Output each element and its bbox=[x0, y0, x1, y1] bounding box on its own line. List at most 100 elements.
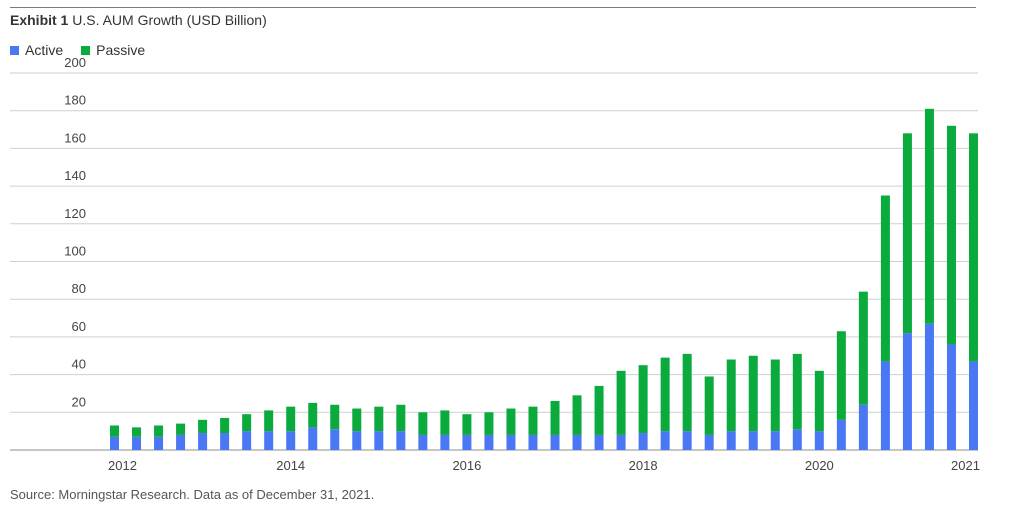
bar-passive bbox=[770, 359, 780, 432]
y-tick-label: 60 bbox=[72, 319, 86, 334]
bar-passive bbox=[594, 385, 604, 435]
legend-item-active: Active bbox=[10, 42, 63, 58]
bar-active bbox=[836, 419, 846, 450]
bar-passive bbox=[308, 402, 318, 428]
legend-label-active: Active bbox=[25, 42, 64, 58]
legend-swatch-active bbox=[10, 45, 19, 55]
bar-passive bbox=[132, 427, 142, 437]
bar-passive bbox=[264, 410, 274, 432]
bar-passive bbox=[638, 365, 648, 434]
bar-active bbox=[506, 434, 516, 450]
bar-passive bbox=[198, 419, 208, 434]
bar-passive bbox=[506, 408, 516, 435]
bar-active bbox=[616, 434, 626, 450]
bar-active bbox=[550, 434, 560, 450]
y-tick-label: 20 bbox=[72, 394, 86, 409]
bar-active bbox=[682, 431, 692, 450]
bar-active bbox=[858, 404, 868, 450]
bar-passive bbox=[352, 408, 362, 432]
bar-active bbox=[286, 431, 296, 450]
bar-passive bbox=[220, 417, 230, 434]
bar-passive bbox=[792, 353, 802, 430]
y-tick-label: 140 bbox=[64, 168, 86, 183]
x-tick-label: 2020 bbox=[805, 458, 834, 473]
bar-passive bbox=[176, 423, 186, 435]
bar-active bbox=[198, 433, 208, 450]
bar-active bbox=[264, 431, 274, 450]
y-tick-label: 120 bbox=[64, 206, 86, 221]
bar-active bbox=[352, 431, 362, 450]
bar-active bbox=[770, 431, 780, 450]
bar-active bbox=[462, 434, 472, 450]
y-tick-label: 80 bbox=[72, 281, 86, 296]
bar-active bbox=[946, 344, 956, 450]
bar-active bbox=[484, 434, 494, 450]
bar-active bbox=[572, 434, 582, 450]
bar-passive bbox=[550, 400, 560, 435]
chart-title: Exhibit 1 U.S. AUM Growth (USD Billion) bbox=[10, 12, 267, 28]
bar-active bbox=[660, 431, 670, 450]
bar-passive bbox=[242, 414, 252, 432]
bar-passive bbox=[748, 355, 758, 432]
bar-passive bbox=[440, 410, 450, 435]
bar-active bbox=[154, 436, 164, 450]
x-tick-label: 2016 bbox=[452, 458, 481, 473]
bar-active bbox=[726, 431, 736, 450]
legend-swatch-passive bbox=[81, 45, 91, 55]
exhibit-label: Exhibit 1 bbox=[10, 12, 69, 28]
bar-active bbox=[176, 434, 186, 450]
bar-passive bbox=[704, 376, 714, 435]
bar-active bbox=[969, 361, 978, 450]
bar-passive bbox=[902, 133, 912, 334]
bar-active bbox=[880, 361, 890, 450]
bar-active bbox=[330, 429, 340, 450]
top-rule bbox=[10, 7, 976, 8]
bar-active bbox=[440, 434, 450, 450]
legend-label-passive: Passive bbox=[96, 42, 146, 58]
bar-passive bbox=[418, 412, 428, 435]
bar-passive bbox=[374, 406, 384, 432]
bar-active bbox=[594, 434, 604, 450]
bar-active bbox=[814, 431, 824, 450]
bar-active bbox=[902, 333, 912, 450]
bar-active bbox=[792, 429, 802, 450]
bar-passive bbox=[484, 412, 494, 435]
bar-active bbox=[374, 431, 384, 450]
y-tick-label: 180 bbox=[64, 93, 86, 108]
legend-item-passive: Passive bbox=[81, 42, 145, 58]
bar-passive bbox=[330, 404, 340, 430]
bar-active bbox=[748, 431, 758, 450]
bar-passive bbox=[858, 291, 868, 405]
x-tick-label: 2021 bbox=[951, 458, 980, 473]
bar-passive bbox=[572, 395, 582, 435]
bar-passive bbox=[969, 133, 978, 362]
y-tick-label: 200 bbox=[64, 55, 86, 70]
bar-active bbox=[396, 431, 406, 450]
bar-active bbox=[242, 431, 252, 450]
bar-passive bbox=[946, 125, 956, 345]
bar-passive bbox=[814, 370, 824, 432]
chart-title-text: U.S. AUM Growth (USD Billion) bbox=[72, 12, 267, 28]
bar-passive bbox=[154, 425, 164, 437]
bar-active bbox=[110, 436, 119, 450]
bar-active bbox=[704, 434, 714, 450]
bar-active bbox=[220, 433, 230, 450]
y-tick-label: 160 bbox=[64, 130, 86, 145]
bar-passive bbox=[286, 406, 296, 432]
source-note: Source: Morningstar Research. Data as of… bbox=[10, 487, 375, 502]
bar-active bbox=[528, 434, 538, 450]
x-tick-label: 2012 bbox=[108, 458, 137, 473]
bar-passive bbox=[528, 406, 538, 435]
bar-passive bbox=[660, 357, 670, 432]
bar-passive bbox=[462, 414, 472, 435]
y-tick-label: 40 bbox=[72, 357, 86, 372]
bar-active bbox=[132, 436, 142, 450]
bar-passive bbox=[924, 108, 934, 324]
x-tick-label: 2014 bbox=[276, 458, 305, 473]
bar-passive bbox=[616, 370, 626, 435]
x-tick-label: 2018 bbox=[629, 458, 658, 473]
y-tick-label: 100 bbox=[64, 244, 86, 259]
bar-passive bbox=[836, 331, 846, 420]
bar-active bbox=[418, 434, 428, 450]
bar-active bbox=[308, 427, 318, 450]
